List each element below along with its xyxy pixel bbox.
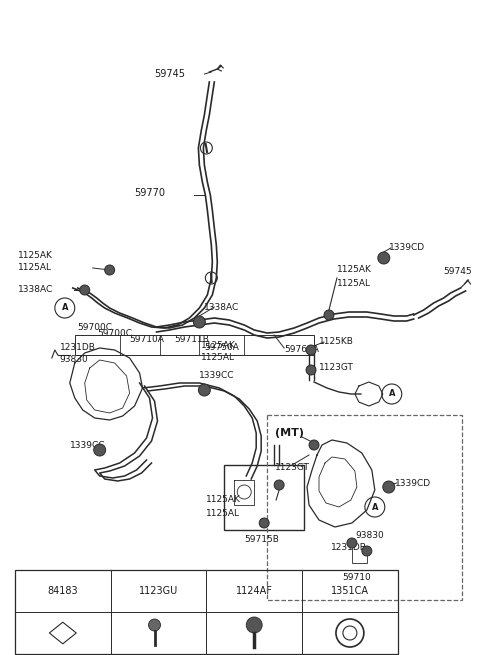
Circle shape [94,444,106,456]
Text: 1338AC: 1338AC [18,286,53,295]
Circle shape [259,518,269,528]
Circle shape [80,285,90,295]
Text: 1231DB: 1231DB [331,542,367,552]
Circle shape [306,345,316,355]
Circle shape [193,316,205,328]
Text: 1125AL: 1125AL [337,278,371,288]
Circle shape [105,265,115,275]
Text: 59750A: 59750A [204,343,239,352]
Text: 1125AK: 1125AK [202,341,236,350]
Circle shape [246,617,262,633]
Text: 59710A: 59710A [130,335,165,345]
Text: A: A [372,502,378,512]
Text: 1125AK: 1125AK [337,265,372,274]
Text: 1351CA: 1351CA [331,586,369,596]
Circle shape [324,310,334,320]
Text: 1123GT: 1123GT [319,362,354,371]
Circle shape [306,365,316,375]
Text: 1339CD: 1339CD [395,479,431,487]
Text: 59700C: 59700C [78,322,113,331]
Circle shape [383,481,395,493]
Circle shape [309,440,319,450]
Circle shape [347,538,357,548]
Text: 84183: 84183 [48,586,78,596]
Text: 1124AF: 1124AF [236,586,273,596]
Text: 1339CC: 1339CC [70,441,105,451]
Text: 1123GT: 1123GT [275,462,310,472]
Text: 93830: 93830 [355,531,384,540]
Text: 1125AL: 1125AL [18,263,52,272]
Bar [75,335,314,355]
Text: 93830: 93830 [60,356,89,364]
Bar [15,570,398,654]
Circle shape [274,480,284,490]
Text: 1231DB: 1231DB [60,343,96,352]
Bar [267,415,462,600]
Circle shape [148,619,160,631]
Text: 1339CD: 1339CD [389,244,425,252]
Text: 1338AC: 1338AC [204,303,240,312]
Text: 1339CC: 1339CC [199,371,235,381]
Text: 1123GU: 1123GU [139,586,178,596]
Text: A: A [61,303,68,312]
Text: 1125AL: 1125AL [202,354,235,362]
Text: 59700C: 59700C [98,329,132,337]
Text: 59770: 59770 [134,188,166,198]
Text: 59745: 59745 [155,69,185,79]
Text: 59710: 59710 [342,572,371,582]
Text: 1125AL: 1125AL [206,508,240,517]
Text: A: A [388,390,395,398]
Text: (MT): (MT) [275,428,304,438]
Text: 59711B: 59711B [174,335,209,345]
Circle shape [362,546,372,556]
Circle shape [378,252,390,264]
Text: 59760A: 59760A [284,345,319,354]
Text: 1125AK: 1125AK [206,495,241,504]
Text: 1125KB: 1125KB [319,337,354,346]
Text: 59715B: 59715B [244,536,279,544]
Bar [224,465,304,530]
Circle shape [198,384,210,396]
Text: 59745: 59745 [444,267,472,276]
Text: 1125AK: 1125AK [18,250,53,259]
